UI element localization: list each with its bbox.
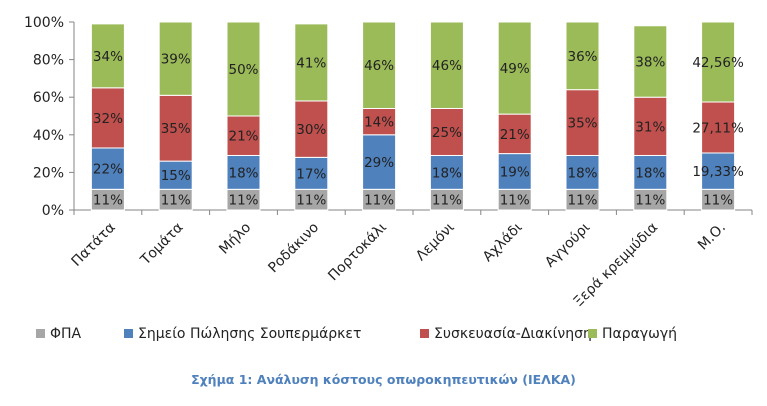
bars-layer <box>90 21 736 211</box>
legend-swatch <box>588 329 597 338</box>
x-tick-label: Ροδάκινο <box>265 220 322 277</box>
data-label: 11% <box>93 193 123 209</box>
data-label: 18% <box>432 165 462 181</box>
bar-segment <box>633 154 668 190</box>
legend-label: Συσκευασία-Διακίνηση <box>434 326 592 342</box>
y-tick-label: 60% <box>33 90 64 106</box>
data-label: 35% <box>161 121 191 137</box>
data-label: 18% <box>635 165 665 181</box>
y-tick-label: 40% <box>33 128 64 144</box>
data-label: 31% <box>635 119 665 135</box>
x-tick-label: Μήλο <box>216 220 254 258</box>
bar-segment <box>362 134 397 190</box>
legend-label: Παραγωγή <box>602 326 677 342</box>
bar-segment <box>633 25 668 98</box>
data-label: 32% <box>93 111 123 127</box>
data-label: 21% <box>228 129 258 145</box>
data-label: 19% <box>500 164 530 180</box>
data-label: 34% <box>93 49 123 65</box>
bar-segment <box>158 21 193 96</box>
bar-segment <box>429 154 464 190</box>
data-label: 17% <box>296 166 326 182</box>
data-label: 39% <box>161 52 191 68</box>
legend: ΦΠΑ Σημείο Πώλησης Σουπερμάρκετ Συσκευασία… <box>36 326 677 342</box>
legend-label: ΦΠΑ <box>50 326 82 342</box>
bar-segment <box>294 156 329 190</box>
data-label: 18% <box>228 165 258 181</box>
bar-segment <box>294 100 329 158</box>
bar-segment <box>226 154 261 190</box>
bar-segment <box>90 87 125 149</box>
data-label: 25% <box>432 125 462 141</box>
bar-segment <box>497 113 532 155</box>
data-label: 35% <box>567 116 597 132</box>
bar-segment <box>158 160 193 190</box>
data-label: 15% <box>161 168 191 184</box>
data-label: 11% <box>228 193 258 209</box>
y-tick-label: 0% <box>42 203 64 219</box>
data-label: 11% <box>296 193 326 209</box>
data-label: 50% <box>228 62 258 78</box>
bar-segment <box>362 21 397 109</box>
data-label: 38% <box>635 54 665 70</box>
data-label: 19,33% <box>692 164 744 180</box>
data-label: 14% <box>364 115 394 131</box>
data-label: 46% <box>364 58 394 74</box>
bar-segment <box>90 23 125 89</box>
data-label: 18% <box>567 165 597 181</box>
bar-segment <box>226 21 261 117</box>
bar-segment <box>701 21 736 103</box>
figure-caption: Σχήμα 1: Ανάλυση κόστους οπωροκηπευτικών… <box>191 372 576 387</box>
category-labels-layer: Πατάτα Τομάτα Μήλο Ροδάκινο Πορτοκάλι Λεμόνι Α… <box>68 219 728 310</box>
x-tick-label: Αχλάδι <box>480 219 526 265</box>
data-label: 11% <box>500 193 530 209</box>
data-label: 46% <box>432 58 462 74</box>
data-label: 11% <box>161 193 191 209</box>
y-tick-label: 20% <box>33 165 64 181</box>
bar-segment <box>429 21 464 109</box>
legend-label: Σημείο Πώλησης Σουπερμάρκετ <box>138 326 361 342</box>
bar-segment <box>565 21 600 91</box>
bar-segment <box>362 107 397 136</box>
data-label: 29% <box>364 155 394 171</box>
data-labels-layer: 11% 22% 32% 34% 11% 15% 35% 39% 11% 18% 21% 50% 11% 1… <box>93 49 744 209</box>
data-label: 21% <box>500 127 530 143</box>
x-tick-label: Πορτοκάλι <box>325 219 390 284</box>
data-label: 30% <box>296 122 326 138</box>
data-label: 22% <box>93 162 123 178</box>
data-label: 41% <box>296 55 326 71</box>
data-label: 42,56% <box>692 55 744 71</box>
bar-segment <box>633 96 668 156</box>
data-label: 11% <box>703 193 733 209</box>
data-label: 11% <box>364 193 394 209</box>
bar-segment <box>565 89 600 156</box>
x-tick-label: Πατάτα <box>68 220 118 270</box>
x-tick-label: Τομάτα <box>137 220 186 269</box>
bar-segment <box>90 147 125 190</box>
bar-segment <box>497 21 532 115</box>
bar-segment <box>294 23 329 102</box>
data-label: 11% <box>432 193 462 209</box>
y-tick-label: 80% <box>33 53 64 69</box>
bar-segment <box>226 115 261 156</box>
data-label: 36% <box>567 49 597 65</box>
legend-swatch <box>420 329 429 338</box>
x-tick-label: Λεμόνι <box>413 219 458 264</box>
data-label: 49% <box>500 61 530 77</box>
x-tick-label: Αγγούρι <box>542 219 593 270</box>
data-label: 11% <box>635 193 665 209</box>
bar-segment <box>429 107 464 156</box>
bar-segment <box>701 152 736 190</box>
legend-swatch <box>124 329 133 338</box>
data-label: 11% <box>567 193 597 209</box>
y-tick-label: 100% <box>24 15 64 31</box>
x-tick-label: Μ.Ο. <box>695 220 729 254</box>
bar-segment <box>497 153 532 190</box>
data-label: 27,11% <box>692 120 744 136</box>
legend-swatch <box>36 329 45 338</box>
